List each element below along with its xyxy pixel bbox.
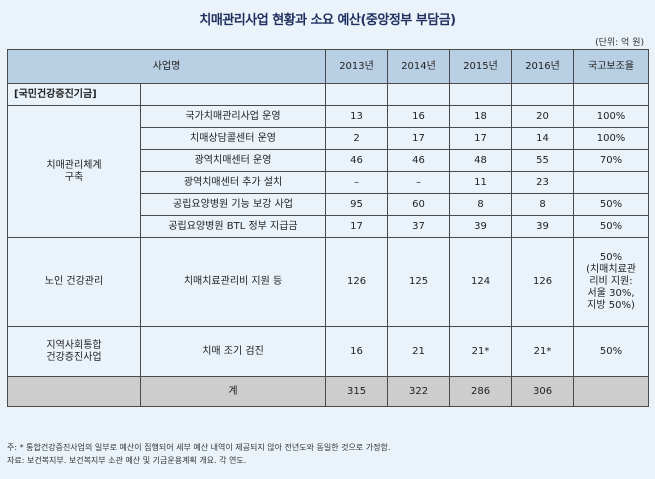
table-row: 지역사회통합 건강증진사업 치매 조기 검진 16 21 21* 21* 50% — [7, 326, 650, 377]
row-name: 치매 조기 검진 — [139, 326, 327, 377]
cell-value: 16 — [387, 105, 451, 128]
row-name: 치매상담콜센터 운영 — [139, 127, 327, 150]
source-note: 자료: 보건복지부. 보건복지부 소관 예산 및 기금운용계획 개요. 각 연도… — [7, 456, 247, 465]
group-label: 지역사회통합 건강증진사업 — [7, 326, 141, 377]
cell-rate: 50% — [573, 215, 650, 238]
footnote: 주: * 통합건강증진사업의 일부로 예산이 집행되어 세부 예산 내역이 제공… — [7, 443, 391, 452]
cell-rate: 50% — [573, 193, 650, 216]
table-row: 광역치매센터 운영 46 46 48 55 70% — [8, 149, 650, 172]
total-value: 306 — [511, 376, 575, 407]
header-2016: 2016년 — [511, 49, 575, 84]
section-empty — [511, 83, 575, 106]
table-row: 공립요양병원 기능 보강 사업 95 60 8 8 50% — [8, 193, 650, 216]
total-value: 286 — [449, 376, 513, 407]
cell-value: 46 — [387, 149, 451, 172]
cell-value: 21* — [449, 326, 513, 377]
header-row: 사업명 2013년 2014년 2015년 2016년 국고보조율 — [6, 49, 650, 84]
cell-rate: 70% — [573, 149, 650, 172]
row-name: 광역치매센터 추가 설치 — [139, 171, 327, 194]
cell-value: 17 — [325, 215, 389, 238]
section-empty — [325, 83, 389, 106]
cell-value: 55 — [511, 149, 575, 172]
cell-value: 8 — [511, 193, 575, 216]
table-row: 공립요양병원 BTL 정부 지급금 17 37 39 39 50% — [8, 215, 650, 238]
row-name: 공립요양병원 BTL 정부 지급금 — [139, 215, 327, 238]
cell-value: 14 — [511, 127, 575, 150]
cell-value: 20 — [511, 105, 575, 128]
cell-value: 37 — [387, 215, 451, 238]
cell-value: 13 — [325, 105, 389, 128]
cell-value: 60 — [387, 193, 451, 216]
cell-value: 11 — [449, 171, 513, 194]
total-value: 322 — [387, 376, 451, 407]
total-empty — [7, 376, 141, 407]
total-empty — [573, 376, 650, 407]
cell-value: 126 — [511, 237, 575, 327]
section-empty — [573, 83, 650, 106]
total-row: 계 315 322 286 306 — [7, 376, 650, 407]
cell-value: 17 — [387, 127, 451, 150]
cell-value: 124 — [449, 237, 513, 327]
cell-value: 39 — [511, 215, 575, 238]
cell-value: 23 — [511, 171, 575, 194]
cell-value: 46 — [325, 149, 389, 172]
cell-value: 95 — [325, 193, 389, 216]
cell-value: 16 — [325, 326, 389, 377]
cell-value: 2 — [325, 127, 389, 150]
cell-value: 48 — [449, 149, 513, 172]
group-label: 노인 건강관리 — [7, 237, 141, 327]
header-2014: 2014년 — [387, 49, 451, 84]
section-empty — [139, 83, 327, 106]
section-empty — [449, 83, 513, 106]
cell-value: 17 — [449, 127, 513, 150]
cell-value: 21* — [511, 326, 575, 377]
row-name: 치매치료관리비 지원 등 — [139, 237, 327, 327]
header-project: 사업명 — [6, 49, 327, 84]
cell-rate: 50% — [573, 326, 650, 377]
row-name: 광역치매센터 운영 — [139, 149, 327, 172]
header-2013: 2013년 — [325, 49, 389, 84]
row-name: 국가치매관리사업 운영 — [139, 105, 327, 128]
cell-value: 18 — [449, 105, 513, 128]
cell-value: – — [325, 171, 389, 194]
cell-value: – — [387, 171, 451, 194]
total-label: 계 — [139, 376, 327, 407]
cell-value: 125 — [387, 237, 451, 327]
cell-value: 21 — [387, 326, 451, 377]
table-row: 노인 건강관리 치매치료관리비 지원 등 126 125 124 126 50%… — [7, 237, 650, 327]
cell-value: 39 — [449, 215, 513, 238]
total-value: 315 — [325, 376, 389, 407]
unit-label: (단위: 억 원) — [595, 38, 644, 48]
table-row: 광역치매센터 추가 설치 – – 11 23 — [8, 171, 650, 194]
header-subsidy-rate: 국고보조율 — [573, 49, 650, 84]
cell-rate: 100% — [573, 105, 650, 128]
section-label: [국민건강증진기금] — [7, 83, 141, 106]
cell-rate: 100% — [573, 127, 650, 150]
cell-rate: 50% (치매치료관 리비 지원: 서울 30%, 지방 50%) — [573, 237, 650, 327]
cell-value: 126 — [325, 237, 389, 327]
group-label: 치매관리체계 구축 — [7, 105, 141, 238]
page-title: 치매관리사업 현황과 소요 예산(중앙정부 부담금) — [199, 13, 456, 28]
section-empty — [387, 83, 451, 106]
section-row: [국민건강증진기금] — [7, 83, 650, 106]
row-name: 공립요양병원 기능 보강 사업 — [139, 193, 327, 216]
budget-table: 사업명 2013년 2014년 2015년 2016년 국고보조율 [국민건강증… — [6, 49, 650, 407]
cell-value: 8 — [449, 193, 513, 216]
cell-rate — [573, 171, 650, 194]
header-2015: 2015년 — [449, 49, 513, 84]
table-row: 치매관리체계 구축 국가치매관리사업 운영 13 16 18 20 100% — [7, 105, 650, 238]
